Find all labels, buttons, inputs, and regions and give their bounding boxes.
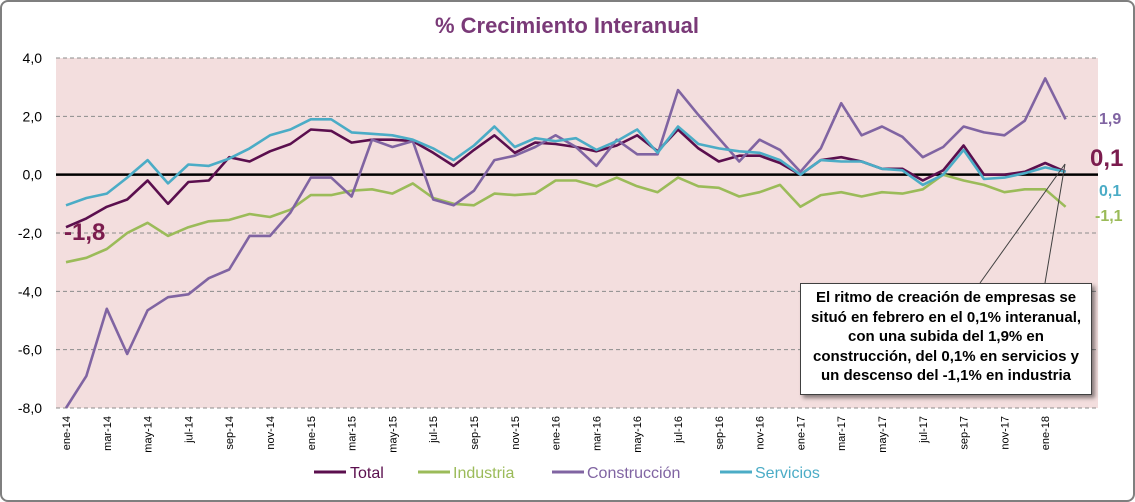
x-tick-label: mar-14 — [102, 416, 114, 451]
y-tick-label: 0,0 — [23, 167, 43, 183]
x-tick-label: jul-17 — [918, 416, 930, 444]
x-tick-label: jul-15 — [428, 416, 440, 444]
series-line-servicios — [65, 118, 1066, 207]
x-tick-label: may-16 — [632, 416, 644, 453]
x-tick-label: jul-14 — [183, 416, 195, 444]
y-tick-label: 4,0 — [23, 50, 43, 66]
x-tick-label: sep-14 — [224, 416, 236, 450]
end-label-construccion: 1,9 — [1099, 111, 1121, 128]
series-line-industria — [65, 173, 1067, 264]
x-tick-label: mar-16 — [591, 416, 603, 451]
annotation-box: El ritmo de creación de empresas se situ… — [800, 283, 1092, 395]
legend-label-construccion: Construcción — [587, 465, 680, 482]
x-tick-label: ene-17 — [795, 416, 807, 450]
y-axis-ticks: 4,0 2,0 0,0 -2,0 -4,0 -6,0 -8,0 — [18, 50, 42, 416]
y-tick-label: -6,0 — [18, 342, 42, 358]
chart-title: % Crecimiento Interanual — [435, 13, 699, 38]
end-label-total: 0,1 — [1090, 145, 1123, 172]
x-tick-label: nov-14 — [265, 416, 277, 450]
end-label-industria: -1,1 — [1095, 208, 1123, 225]
x-tick-label: nov-16 — [755, 416, 767, 450]
start-label-total: -1,8 — [64, 219, 105, 246]
x-tick-label: mar-17 — [836, 416, 848, 451]
x-tick-label: sep-17 — [959, 416, 971, 450]
legend: Total Industria Construcción Servicios — [314, 465, 820, 482]
x-tick-label: ene-15 — [306, 416, 318, 450]
x-tick-label: ene-14 — [61, 416, 73, 450]
x-tick-label: may-14 — [143, 416, 155, 453]
x-tick-label: may-17 — [877, 416, 889, 453]
series-line-construccion — [64, 77, 1067, 409]
x-tick-label: jul-16 — [673, 416, 685, 444]
x-tick-label: ene-18 — [1040, 416, 1052, 450]
y-tick-label: -8,0 — [18, 400, 42, 416]
callout-pointer-1 — [979, 163, 1066, 284]
x-tick-label: sep-15 — [469, 416, 481, 450]
legend-label-total: Total — [350, 465, 384, 482]
x-tick-label: nov-15 — [510, 416, 522, 450]
legend-label-servicios: Servicios — [755, 465, 820, 482]
x-tick-label: ene-16 — [551, 416, 563, 450]
end-label-servicios: 0,1 — [1099, 183, 1121, 200]
x-axis-ticks: ene-14 mar-14 may-14 jul-14 sep-14 nov-14 ene-… — [61, 416, 1052, 453]
y-tick-label: -4,0 — [18, 283, 42, 299]
y-tick-label: -2,0 — [18, 225, 42, 241]
x-tick-label: sep-16 — [714, 416, 726, 450]
legend-label-industria: Industria — [453, 465, 514, 482]
y-tick-label: 2,0 — [23, 108, 43, 124]
series-group — [64, 77, 1067, 409]
x-tick-label: may-15 — [387, 416, 399, 453]
callout-pointer-2 — [1044, 163, 1066, 284]
x-tick-label: mar-15 — [347, 416, 359, 451]
x-tick-label: nov-17 — [999, 416, 1011, 450]
